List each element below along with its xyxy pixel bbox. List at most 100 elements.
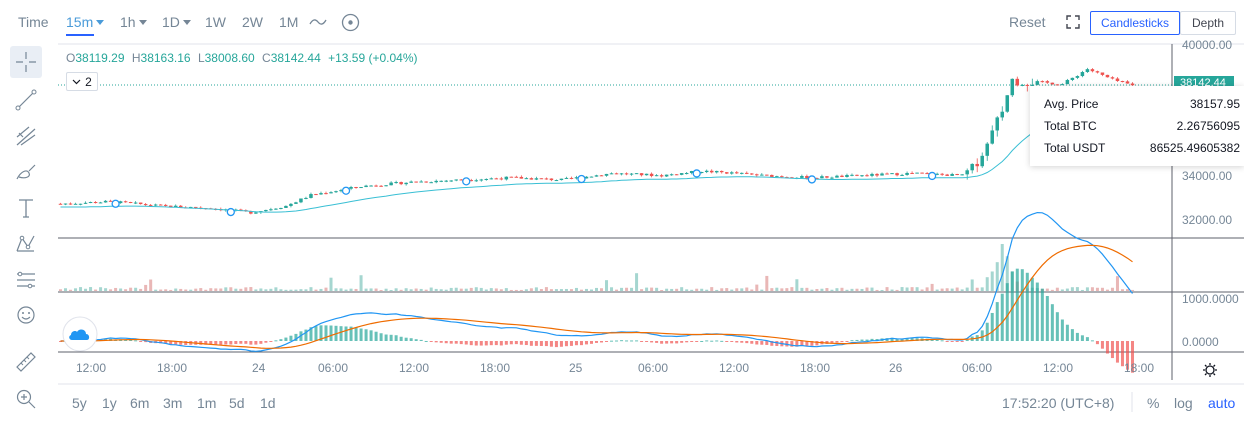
oscillator-bar	[274, 340, 278, 342]
log-scale-toggle[interactable]: log	[1174, 395, 1193, 411]
cloud-logo-icon[interactable]	[62, 316, 98, 352]
volume-bar	[219, 288, 223, 291]
x-axis-tick: 12:00	[399, 361, 430, 375]
interval-1h[interactable]: 1h	[120, 14, 147, 30]
volume-bar	[845, 289, 849, 291]
candle-body	[574, 177, 579, 179]
oscillator-bar	[429, 341, 433, 342]
oscillator-bar	[1045, 295, 1049, 341]
oscillator-bar	[1120, 341, 1124, 367]
indicator-toggle[interactable]: 2	[66, 72, 98, 91]
candle-body	[168, 205, 173, 208]
oscillator-bar	[610, 340, 614, 342]
fib-tool[interactable]	[10, 120, 42, 152]
candle-body	[454, 179, 458, 181]
candle-body	[364, 185, 368, 188]
oscillator-bar	[259, 341, 263, 344]
volume-bar	[745, 287, 749, 291]
brush-tool[interactable]	[10, 156, 42, 188]
oscillator-bar	[284, 337, 288, 341]
volume-bar	[409, 289, 413, 291]
range-1y[interactable]: 1y	[102, 395, 117, 411]
volume-bar	[1090, 287, 1094, 291]
zoom-tool[interactable]	[10, 383, 42, 415]
interval-15m[interactable]: 15m	[66, 14, 105, 30]
oscillator-bar	[544, 341, 548, 347]
oscillator-bar	[139, 341, 143, 342]
text-tool[interactable]	[10, 192, 42, 224]
trend-line-tool[interactable]	[10, 84, 42, 116]
candle-body	[945, 174, 949, 176]
line-chart-icon[interactable]	[309, 16, 327, 28]
range-6m[interactable]: 6m	[130, 395, 150, 411]
oscillator-bar	[835, 341, 839, 343]
volume-bar	[665, 288, 669, 291]
oscillator-bar	[755, 341, 759, 345]
oscillator-bar	[169, 341, 173, 345]
candle-body	[128, 202, 133, 204]
candle-body	[409, 181, 413, 183]
candle-body	[459, 179, 464, 181]
volume-bar	[780, 288, 784, 291]
percent-scale-toggle[interactable]: %	[1147, 395, 1160, 411]
range-1d[interactable]: 1d	[260, 395, 276, 411]
oscillator-bar	[815, 341, 819, 346]
volume-bar	[404, 288, 408, 291]
range-3m[interactable]: 3m	[163, 395, 183, 411]
candle-body	[304, 197, 308, 199]
volume-bar	[399, 289, 403, 291]
volume-bar	[825, 288, 829, 291]
range-5d[interactable]: 5d	[229, 395, 245, 411]
indicators-icon[interactable]	[341, 13, 360, 32]
candlesticks-button[interactable]: Candlesticks	[1090, 11, 1180, 35]
interval-1m[interactable]: 1M	[279, 14, 299, 30]
candle-body	[724, 172, 729, 174]
oscillator-bar	[554, 341, 558, 348]
crosshair-tool[interactable]	[10, 46, 42, 78]
volume-bar	[785, 288, 789, 291]
oscillator-bar	[635, 340, 639, 342]
interval-1d[interactable]: 1D	[162, 14, 191, 30]
volume-bar	[695, 288, 699, 291]
oscillator-bar	[1020, 269, 1024, 341]
measure-tool[interactable]	[10, 346, 42, 378]
pattern-tool[interactable]	[10, 228, 42, 260]
range-5y[interactable]: 5y	[72, 395, 87, 411]
oscillator-bar	[625, 340, 629, 342]
interval-1w[interactable]: 1W	[205, 14, 226, 30]
oscillator-bar	[314, 326, 318, 341]
oscillator-bar	[775, 341, 779, 346]
range-1m[interactable]: 1m	[197, 395, 217, 411]
depth-button[interactable]: Depth	[1180, 11, 1236, 35]
volume-bar	[670, 288, 674, 291]
volume-bar	[755, 284, 759, 291]
interval-2w[interactable]: 2W	[242, 14, 263, 30]
gear-icon[interactable]	[1202, 362, 1218, 378]
volume-bar	[725, 288, 729, 291]
reset-button[interactable]: Reset	[1009, 14, 1046, 30]
oscillator-bar	[1010, 271, 1014, 341]
candle-body	[449, 180, 453, 182]
oscillator-bar	[499, 341, 503, 346]
oscillator-bar	[549, 341, 553, 347]
trade-marker	[462, 177, 471, 186]
volume-bar	[469, 287, 473, 291]
candle-body	[564, 177, 569, 179]
candle-body	[875, 173, 879, 176]
volume-bar	[1045, 288, 1049, 291]
candle-body	[1055, 84, 1060, 86]
oscillator-bar	[519, 341, 523, 345]
oscillator-bar	[394, 335, 398, 341]
prediction-tool[interactable]	[10, 264, 42, 296]
fullscreen-icon[interactable]	[1066, 15, 1080, 29]
volume-bar	[474, 287, 478, 291]
volume-bar	[1120, 289, 1124, 291]
volume-bar	[770, 288, 774, 291]
candle-body	[765, 174, 769, 176]
oscillator-bar	[344, 326, 348, 341]
x-axis-tick: 06:00	[962, 361, 993, 375]
auto-scale-toggle[interactable]: auto	[1208, 395, 1236, 411]
emoji-tool[interactable]	[10, 299, 42, 331]
candle-body	[284, 205, 288, 208]
